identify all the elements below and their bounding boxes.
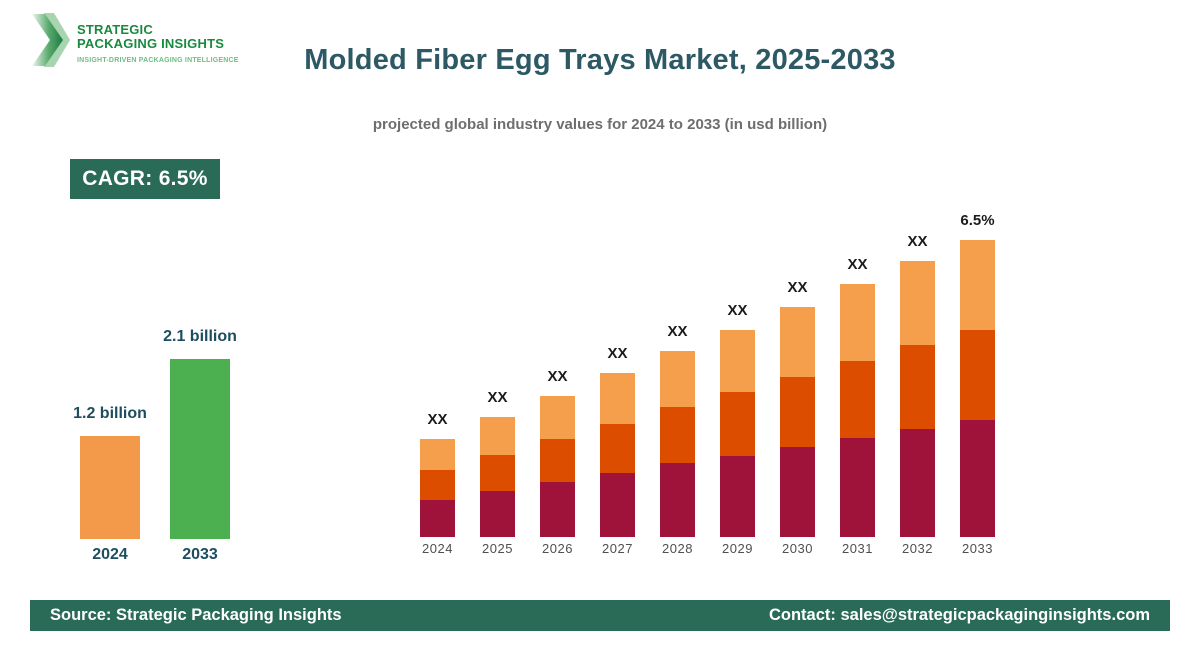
summary-bar-chart: 1.2 billion 2024 2.1 billion 2033 — [73, 328, 237, 563]
stacked-bar-group: XX 2031 — [840, 256, 875, 556]
bar-value-label: XX — [547, 368, 568, 385]
bar-segment-bottom — [720, 456, 755, 537]
bar-segment-middle — [960, 330, 995, 420]
logo-text: STRATEGIC PACKAGING INSIGHTS INSIGHT-DRI… — [77, 13, 239, 65]
year-label: 2024 — [422, 541, 453, 556]
summary-value-label: 1.2 billion — [73, 405, 147, 422]
page-title: Molded Fiber Egg Trays Market, 2025-2033 — [304, 44, 896, 76]
chart-subtitle: projected global industry values for 202… — [372, 116, 828, 133]
bar-segment-top — [780, 307, 815, 377]
bar-value-label: XX — [847, 256, 868, 273]
summary-year-label: 2033 — [182, 546, 218, 563]
bar-segment-bottom — [780, 447, 815, 537]
summary-bar — [170, 359, 230, 539]
summary-bar — [80, 436, 140, 539]
year-label: 2026 — [542, 541, 573, 556]
bar-segment-top — [540, 396, 575, 439]
year-label: 2029 — [722, 541, 753, 556]
bar-segment-top — [660, 351, 695, 407]
year-label: 2032 — [902, 541, 933, 556]
bar-segment-middle — [420, 470, 455, 500]
bar-segment-top — [480, 417, 515, 455]
bar-segment-top — [420, 439, 455, 470]
bar-value-label: XX — [487, 389, 508, 406]
summary-bar-group: 2.1 billion 2033 — [163, 328, 237, 563]
bar-value-label: XX — [727, 302, 748, 319]
bar-segment-top — [960, 240, 995, 330]
stacked-bar-group: XX 2028 — [660, 323, 695, 556]
bar-value-label: XX — [907, 233, 928, 250]
stacked-bar-group: XX 2024 — [420, 411, 455, 556]
bar-segment-middle — [900, 345, 935, 429]
bar-segment-top — [720, 330, 755, 392]
stacked-bar-group: XX 2030 — [780, 279, 815, 556]
bar-segment-bottom — [960, 420, 995, 537]
bar-value-label: XX — [787, 279, 808, 296]
year-label: 2033 — [962, 541, 993, 556]
stacked-bar-chart: XX 2024 XX 2025 XX 2026 XX 2027 XX 2028 XX 2029 XX 20… — [420, 212, 995, 556]
stacked-bar-group: XX 2029 — [720, 302, 755, 556]
bar-segment-top — [900, 261, 935, 345]
bar-segment-bottom — [660, 463, 695, 537]
year-label: 2025 — [482, 541, 513, 556]
logo-chevron-icon — [32, 13, 70, 67]
bar-value-label: XX — [667, 323, 688, 340]
cagr-badge: CAGR: 6.5% — [70, 159, 220, 199]
stacked-bar-group: XX 2026 — [540, 368, 575, 556]
bar-value-label: XX — [607, 345, 628, 362]
bar-value-label: XX — [427, 411, 448, 428]
year-label: 2028 — [662, 541, 693, 556]
year-label: 2027 — [602, 541, 633, 556]
bar-segment-middle — [780, 377, 815, 447]
bar-segment-bottom — [900, 429, 935, 537]
bar-segment-bottom — [540, 482, 575, 537]
logo: STRATEGIC PACKAGING INSIGHTS INSIGHT-DRI… — [30, 13, 239, 67]
logo-line-2: PACKAGING INSIGHTS — [77, 36, 225, 51]
stacked-bar-group: XX 2027 — [600, 345, 635, 556]
stacked-bar-group: XX 2032 — [900, 233, 935, 556]
footer-source: Source: Strategic Packaging Insights — [50, 606, 342, 624]
bar-segment-middle — [480, 455, 515, 491]
year-label: 2030 — [782, 541, 813, 556]
stacked-bar-group: 6.5% 2033 — [960, 212, 995, 556]
summary-bar-group: 1.2 billion 2024 — [73, 405, 147, 563]
bar-segment-top — [600, 373, 635, 424]
bar-segment-middle — [840, 361, 875, 438]
bar-segment-bottom — [480, 491, 515, 537]
logo-line-1: STRATEGIC — [77, 22, 153, 37]
year-label: 2031 — [842, 541, 873, 556]
bar-segment-middle — [540, 439, 575, 482]
bar-segment-middle — [720, 392, 755, 456]
summary-year-label: 2024 — [92, 546, 128, 563]
bar-value-label: 6.5% — [960, 212, 995, 229]
bar-segment-bottom — [840, 438, 875, 537]
bar-segment-middle — [600, 424, 635, 473]
footer-contact: Contact: sales@strategicpackaginginsight… — [768, 606, 1150, 624]
bar-segment-bottom — [420, 500, 455, 537]
logo-tagline: INSIGHT-DRIVEN PACKAGING INTELLIGENCE — [77, 57, 239, 64]
stacked-bar-group: XX 2025 — [480, 389, 515, 556]
bar-segment-bottom — [600, 473, 635, 537]
footer-bar: Source: Strategic Packaging Insights Con… — [30, 600, 1170, 631]
summary-value-label: 2.1 billion — [163, 328, 237, 345]
bar-segment-top — [840, 284, 875, 361]
bar-segment-middle — [660, 407, 695, 463]
